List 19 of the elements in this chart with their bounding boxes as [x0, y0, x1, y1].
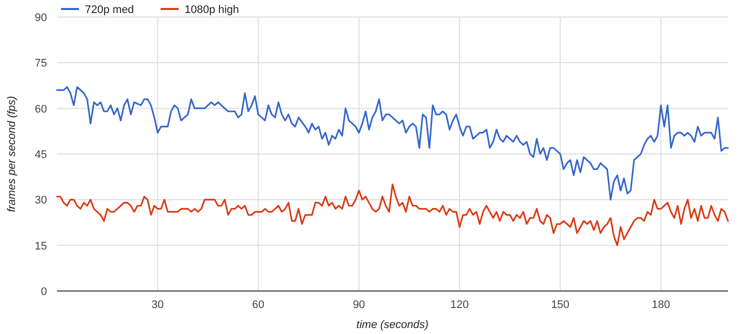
x-axis-title: time (seconds) [356, 319, 429, 331]
x-tick-label: 90 [352, 299, 366, 311]
line-series [56, 86, 729, 200]
x-tick-label: 60 [252, 299, 264, 311]
y-axis-title: frames per second (fps) [6, 96, 18, 212]
y-tick-label: 30 [34, 194, 47, 207]
y-tick-label: 90 [34, 12, 47, 24]
y-tick-label: 75 [34, 58, 47, 70]
y-tick-label: 60 [34, 103, 47, 116]
x-tick-label: 120 [450, 299, 469, 311]
legend-label: 1080p high [184, 4, 240, 16]
line-series [56, 184, 729, 246]
x-tick-label: 180 [652, 299, 670, 311]
legend-label: 720p med [85, 4, 134, 16]
x-tick-label: 30 [152, 299, 164, 311]
y-tick-label: 15 [34, 240, 47, 252]
x-tick-label: 150 [551, 299, 570, 311]
y-tick-label: 0 [40, 286, 47, 298]
y-tick-label: 45 [34, 149, 47, 161]
